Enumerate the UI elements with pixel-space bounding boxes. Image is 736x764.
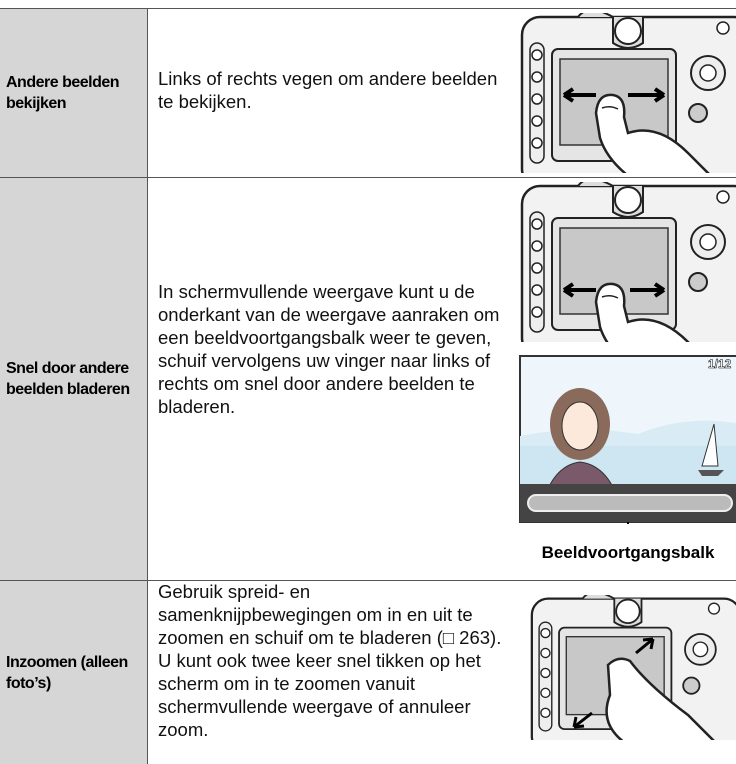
photo-illustration: 1/12 <box>519 355 736 524</box>
image-caption: Beeldvoortgangsbalk <box>541 543 715 562</box>
row-label: Snel door andere beelden bladeren <box>0 178 148 580</box>
row-label: Inzoomen (alleen foto’s) <box>0 581 148 764</box>
camera-illustration <box>518 182 736 342</box>
table-row: Snel door andere beelden bladeren In sch… <box>0 177 736 580</box>
camera-illustration <box>518 13 736 173</box>
table-row: Inzoomen (alleen foto’s) Gebruik spreid-… <box>0 580 736 764</box>
row-description: In schermvullende weergave kunt u de ond… <box>158 281 500 417</box>
row-description: Links of rechts vegen om andere beelden … <box>158 68 498 112</box>
row-label: Andere beelden bekijken <box>0 9 148 177</box>
image-counter: 1/12 <box>708 357 732 371</box>
row-description: Gebruik spreid- en samenknijpbewegingen … <box>158 581 502 740</box>
table-row: Andere beelden bekijken Links of rechts … <box>0 8 736 177</box>
camera-illustration <box>518 595 736 740</box>
